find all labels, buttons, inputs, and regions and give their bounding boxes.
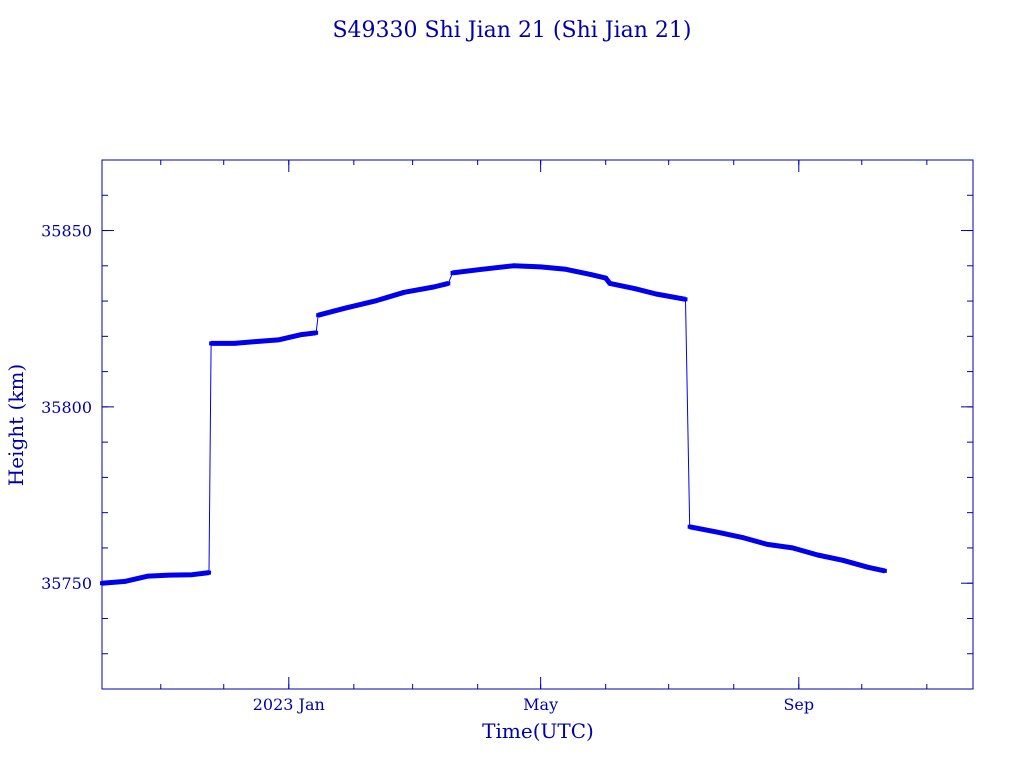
y-axis-label: Height (km)	[4, 364, 28, 486]
data-point	[190, 572, 195, 577]
x-tick-label: Sep	[783, 695, 814, 714]
data-point	[450, 270, 455, 275]
y-tick-label: 35850	[41, 222, 92, 241]
data-point	[714, 530, 719, 535]
data-point	[209, 341, 214, 346]
data-point	[654, 292, 659, 297]
data-point	[511, 263, 516, 268]
series-points	[100, 263, 887, 586]
data-point	[207, 570, 212, 575]
data-point	[633, 286, 638, 291]
data-point	[316, 313, 321, 318]
data-point	[563, 267, 568, 272]
data-point	[882, 568, 887, 573]
data-point	[372, 299, 377, 304]
data-point	[765, 542, 770, 547]
y-tick-label: 35800	[41, 398, 92, 417]
plot-frame	[101, 159, 974, 690]
data-point	[687, 524, 692, 529]
data-point	[146, 574, 151, 579]
data-point	[589, 272, 594, 277]
x-tick-label: May	[523, 695, 558, 714]
data-point	[431, 284, 436, 289]
data-point	[866, 565, 871, 570]
data-point	[232, 341, 237, 346]
series-jump-lines	[208, 272, 691, 573]
data-point	[840, 558, 845, 563]
data-point	[538, 264, 543, 269]
y-minor-ticks	[102, 194, 973, 655]
data-point	[343, 306, 348, 311]
data-point	[815, 552, 820, 557]
data-point	[167, 573, 172, 578]
data-point	[299, 332, 304, 337]
y-tick-label: 35750	[41, 574, 92, 593]
data-point	[607, 281, 612, 286]
data-point	[446, 281, 451, 286]
data-point	[603, 276, 608, 281]
data-point	[402, 290, 407, 295]
y-axis: 35750 35800 35850	[41, 222, 973, 593]
data-point	[314, 330, 319, 335]
series-line	[101, 263, 886, 586]
x-axis-label: Time(UTC)	[482, 719, 594, 743]
data-point	[683, 297, 688, 302]
data-point	[100, 581, 104, 586]
data-point	[790, 545, 795, 550]
chart-title: S49330 Shi Jian 21 (Shi Jian 21)	[332, 18, 691, 43]
data-point	[479, 267, 484, 272]
data-point	[740, 535, 745, 540]
data-point	[276, 337, 281, 342]
x-tick-label: 2023 Jan	[253, 695, 325, 714]
data-point	[253, 339, 258, 344]
data-point	[123, 579, 128, 584]
x-minor-ticks	[160, 160, 928, 689]
x-axis: 2023 Jan May Sep	[253, 160, 814, 714]
